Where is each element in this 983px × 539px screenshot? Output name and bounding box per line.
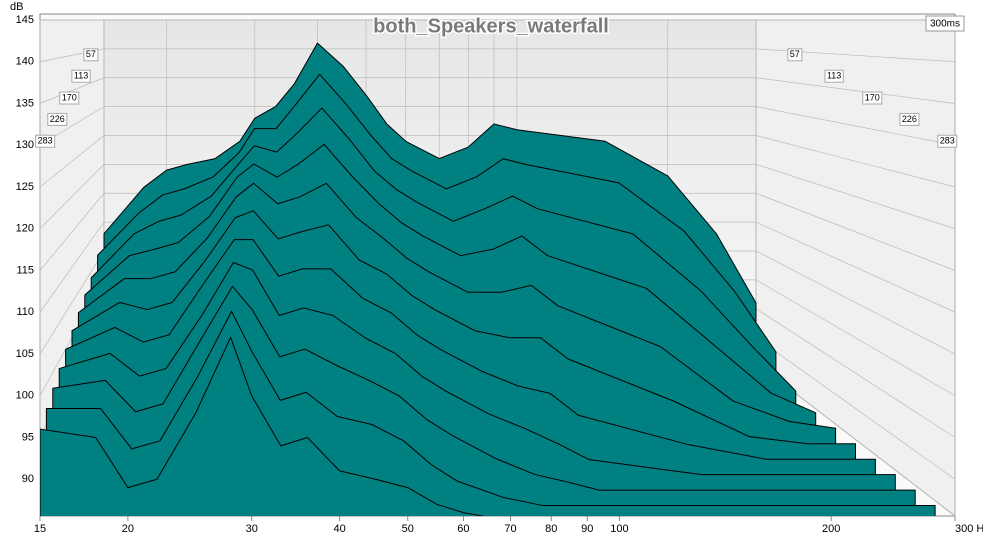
y-tick-label: 115: [16, 264, 34, 276]
slices: [40, 42, 936, 516]
time-tick-label: 113: [827, 71, 841, 81]
chart-title: both_Speakers_waterfall: [373, 15, 609, 37]
time-tick-label: 57: [790, 49, 800, 59]
y-tick-label: 100: [16, 390, 34, 402]
y-tick-label: 125: [16, 181, 34, 193]
x-tick-label: 70: [504, 523, 516, 535]
time-range-label: 300ms: [930, 19, 960, 30]
time-tick-box: [862, 91, 883, 105]
y-tick-label: 95: [22, 431, 34, 443]
time-tick-label: 283: [940, 136, 955, 146]
time-tick-box: [35, 134, 56, 148]
x-tick-label: 80: [545, 523, 557, 535]
time-tick-box: [83, 48, 99, 62]
time-tick-label: 113: [74, 71, 88, 81]
x-tick-label: 200: [822, 523, 840, 535]
y-tick-label: 105: [16, 348, 34, 360]
y-tick-label: 90: [22, 473, 34, 485]
grid-line: [39, 48, 956, 63]
y-tick-label: 135: [16, 97, 34, 109]
x-tick-label: 300 Hz: [955, 523, 983, 535]
x-tick-label: 20: [122, 523, 134, 535]
time-tick-label: 57: [86, 49, 96, 59]
y-tick-label: 140: [16, 56, 34, 68]
x-tick-label: 30: [246, 523, 258, 535]
time-range-box: [925, 15, 965, 32]
x-tick-label: 15: [34, 523, 46, 535]
time-tick-box: [824, 69, 844, 83]
y-tick-label: 145: [16, 14, 34, 26]
time-tick-box: [59, 91, 80, 105]
time-tick-box: [71, 69, 91, 83]
x-tick-label: 90: [581, 523, 593, 535]
x-tick-label: 40: [333, 523, 345, 535]
grid-line: [39, 77, 956, 104]
time-tick-label: 170: [62, 92, 77, 102]
grid-line: [39, 106, 956, 146]
labels: 90 95 100 105 110 115 120 125 130 135 140 145 15 20 30…: [16, 14, 983, 535]
x-tick-label: 60: [457, 523, 469, 535]
x-tick-label: 50: [402, 523, 414, 535]
time-tick-box: [47, 112, 68, 126]
y-tick-label: 110: [16, 306, 34, 318]
slice-area: [40, 336, 486, 516]
time-tick-label: 226: [50, 114, 65, 124]
time-tick-box: [899, 112, 920, 126]
slice: [40, 336, 486, 516]
time-tick-box: [937, 134, 958, 148]
grid-line: [39, 135, 956, 188]
time-tick-label: 226: [902, 114, 917, 124]
y-axis-label: dB: [10, 1, 23, 13]
y-tick-label: 120: [16, 223, 34, 235]
y-tick-label: 130: [16, 139, 34, 151]
time-tick-label: 170: [865, 92, 880, 102]
time-tick-label: 283: [38, 136, 53, 146]
time-tick-box: [787, 48, 803, 62]
x-tick-label: 100: [610, 523, 628, 535]
